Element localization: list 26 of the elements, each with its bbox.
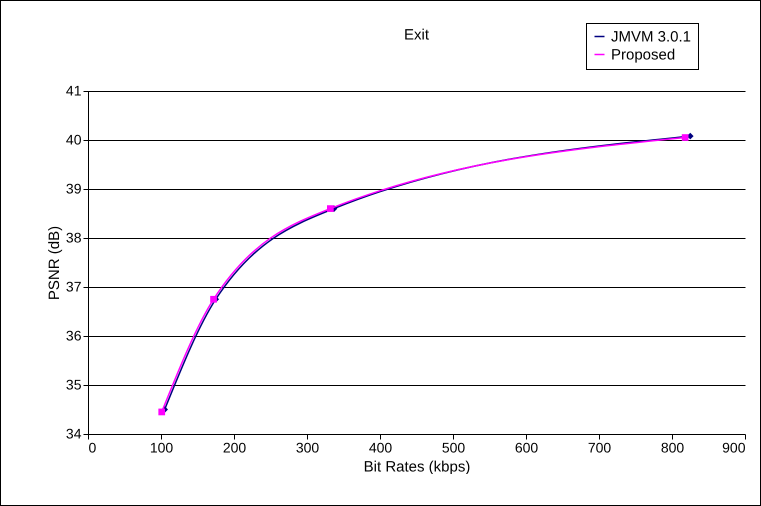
- chart-title: Exit: [404, 26, 430, 44]
- point: [210, 296, 217, 303]
- legend-label: Proposed: [611, 46, 676, 64]
- point: [682, 134, 688, 141]
- y-tick-label: 34: [66, 426, 82, 442]
- x-tick-label: 900: [722, 440, 746, 456]
- x-tick-label: 200: [222, 440, 246, 456]
- x-tick-label: 300: [296, 440, 320, 456]
- point: [158, 408, 166, 416]
- y-axis-title: PSNR (dB): [46, 226, 63, 300]
- legend-label: JMVM 3.0.1: [611, 28, 692, 46]
- x-tick-label: 700: [588, 440, 612, 456]
- y-tick-label: 40: [66, 132, 82, 148]
- y-tick-label: 35: [66, 376, 82, 392]
- y-tick-label: 37: [66, 278, 82, 294]
- y-tick-label: 41: [66, 82, 82, 98]
- point: [327, 205, 334, 212]
- x-tick-label: 400: [368, 440, 392, 456]
- x-tick-label: 500: [442, 440, 466, 456]
- x-tick-label: 600: [514, 440, 538, 456]
- y-tick-label: 36: [66, 328, 82, 344]
- y-tick-label: 38: [66, 230, 82, 246]
- x-tick-label: 800: [660, 440, 684, 456]
- x-tick-label: 0: [88, 440, 96, 456]
- y-tick-label: 39: [66, 180, 82, 196]
- x-tick-label: 100: [150, 440, 174, 456]
